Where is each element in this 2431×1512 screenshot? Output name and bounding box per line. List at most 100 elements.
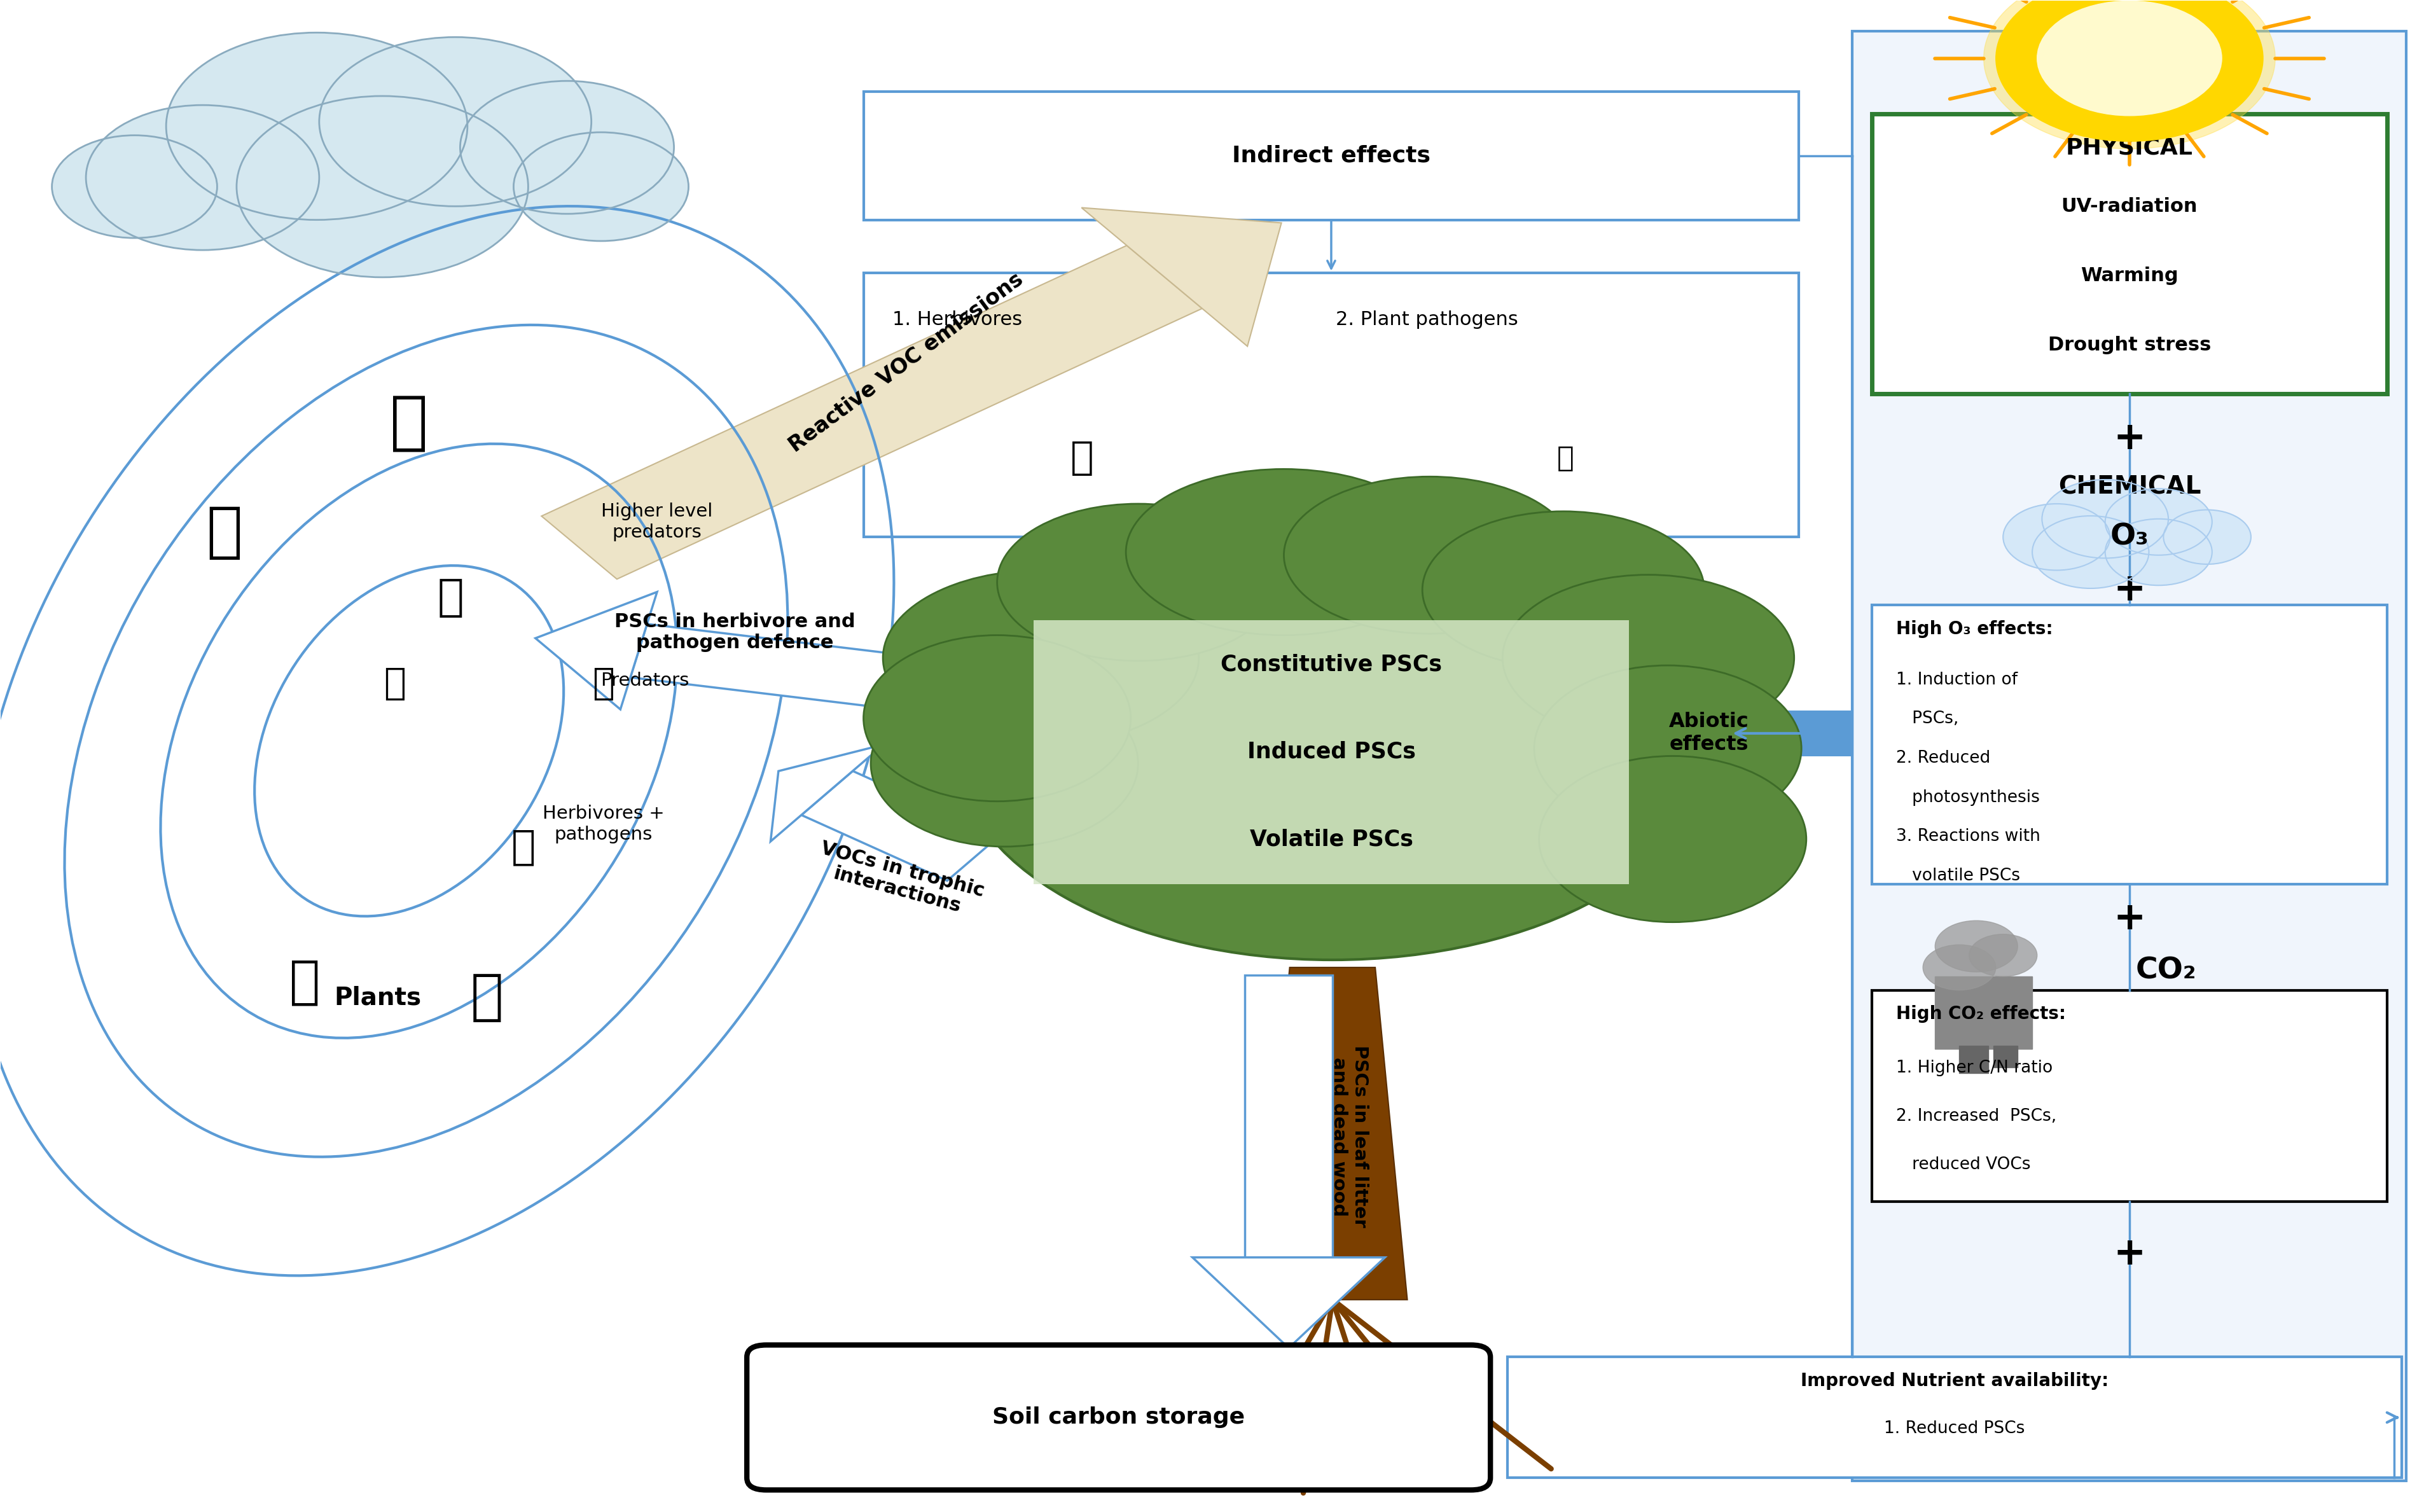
Ellipse shape bbox=[863, 635, 1130, 801]
Text: High CO₂ effects:: High CO₂ effects: bbox=[1896, 1005, 2066, 1024]
Text: O₃: O₃ bbox=[2110, 523, 2149, 552]
Polygon shape bbox=[1191, 1258, 1386, 1349]
Text: PSCs in leaf litter
and dead wood: PSCs in leaf litter and dead wood bbox=[1330, 1045, 1369, 1228]
Polygon shape bbox=[802, 771, 999, 880]
Polygon shape bbox=[1245, 975, 1332, 1258]
Text: Plants: Plants bbox=[333, 986, 421, 1010]
Ellipse shape bbox=[1534, 665, 1801, 832]
Text: CO₂: CO₂ bbox=[2134, 956, 2195, 984]
Ellipse shape bbox=[955, 537, 1709, 960]
Text: Soil carbon storage: Soil carbon storage bbox=[992, 1406, 1245, 1429]
Text: 🌳: 🌳 bbox=[469, 971, 503, 1024]
Bar bbox=[1959, 1046, 1989, 1074]
FancyBboxPatch shape bbox=[863, 272, 1799, 537]
Text: High O₃ effects:: High O₃ effects: bbox=[1896, 620, 2052, 638]
Text: 2. Plant pathogens: 2. Plant pathogens bbox=[1335, 310, 1517, 330]
FancyBboxPatch shape bbox=[1872, 990, 2387, 1202]
Polygon shape bbox=[1082, 207, 1281, 346]
Text: Warming: Warming bbox=[2081, 266, 2178, 286]
FancyBboxPatch shape bbox=[1033, 620, 1629, 885]
Polygon shape bbox=[535, 593, 656, 709]
Text: 1. Induction of: 1. Induction of bbox=[1896, 671, 2018, 688]
Text: 2. Increased  PSCs,: 2. Increased PSCs, bbox=[1896, 1108, 2057, 1125]
Circle shape bbox=[165, 33, 467, 219]
Text: PHYSICAL: PHYSICAL bbox=[2066, 136, 2193, 159]
Text: +: + bbox=[2113, 572, 2144, 609]
Ellipse shape bbox=[1126, 469, 1442, 635]
Circle shape bbox=[2105, 519, 2212, 585]
Text: Abiotic
effects: Abiotic effects bbox=[1668, 712, 1748, 754]
Circle shape bbox=[85, 106, 318, 249]
Text: volatile PSCs: volatile PSCs bbox=[1896, 868, 2020, 885]
Text: Induced PSCs: Induced PSCs bbox=[1247, 741, 1415, 762]
Ellipse shape bbox=[870, 680, 1138, 847]
Text: PSCs,: PSCs, bbox=[1896, 711, 1959, 727]
Text: PSCs in herbivore and
pathogen defence: PSCs in herbivore and pathogen defence bbox=[615, 612, 856, 652]
Circle shape bbox=[2037, 2, 2222, 115]
Text: +: + bbox=[2113, 420, 2144, 458]
Text: reduced VOCs: reduced VOCs bbox=[1896, 1157, 2030, 1173]
Circle shape bbox=[2032, 516, 2149, 588]
Text: UV-radiation: UV-radiation bbox=[2061, 197, 2198, 216]
Text: 1. Higher C/N ratio: 1. Higher C/N ratio bbox=[1896, 1060, 2052, 1077]
Circle shape bbox=[1984, 0, 2275, 148]
Circle shape bbox=[2042, 479, 2168, 558]
Ellipse shape bbox=[882, 570, 1198, 745]
Text: 🐦: 🐦 bbox=[207, 503, 243, 562]
FancyBboxPatch shape bbox=[1507, 1358, 2402, 1477]
Circle shape bbox=[2164, 510, 2251, 564]
Text: Predators: Predators bbox=[600, 671, 688, 689]
Text: Higher level
predators: Higher level predators bbox=[600, 502, 712, 541]
Bar bbox=[1935, 977, 2032, 1049]
Circle shape bbox=[1969, 934, 2037, 977]
Text: Improved Nutrient availability:: Improved Nutrient availability: bbox=[1799, 1373, 2108, 1390]
Text: Constitutive PSCs: Constitutive PSCs bbox=[1220, 653, 1442, 674]
FancyBboxPatch shape bbox=[1872, 113, 2387, 393]
Polygon shape bbox=[630, 624, 958, 715]
Circle shape bbox=[2003, 503, 2110, 570]
Text: 🦟: 🦟 bbox=[384, 665, 406, 702]
Circle shape bbox=[459, 82, 673, 213]
Text: Herbivores +
pathogens: Herbivores + pathogens bbox=[542, 804, 664, 844]
Circle shape bbox=[513, 132, 688, 240]
FancyBboxPatch shape bbox=[1852, 32, 2407, 1480]
Text: Biotic effects: Biotic effects bbox=[1259, 553, 1405, 572]
Text: 🐛: 🐛 bbox=[438, 576, 464, 618]
Circle shape bbox=[2105, 488, 2212, 555]
Bar bbox=[1993, 1046, 2018, 1067]
Text: 🐛: 🐛 bbox=[1070, 440, 1094, 478]
Text: Volatile PSCs: Volatile PSCs bbox=[1250, 829, 1412, 850]
Text: 🌿: 🌿 bbox=[1556, 445, 1573, 472]
Circle shape bbox=[1923, 945, 1996, 990]
Ellipse shape bbox=[1539, 756, 1806, 922]
Text: 1. Reduced PSCs: 1. Reduced PSCs bbox=[1884, 1420, 2025, 1436]
Polygon shape bbox=[1257, 968, 1408, 1300]
FancyBboxPatch shape bbox=[863, 92, 1799, 219]
FancyBboxPatch shape bbox=[746, 1346, 1490, 1489]
Text: VOCs in trophic
interactions: VOCs in trophic interactions bbox=[812, 839, 987, 921]
Polygon shape bbox=[771, 744, 882, 841]
Text: +: + bbox=[2113, 1235, 2144, 1273]
Polygon shape bbox=[542, 245, 1201, 579]
Circle shape bbox=[51, 135, 216, 237]
Text: Drought stress: Drought stress bbox=[2047, 336, 2210, 355]
Ellipse shape bbox=[1502, 575, 1794, 741]
Circle shape bbox=[318, 38, 591, 206]
Text: Reactive VOC emissions: Reactive VOC emissions bbox=[785, 269, 1026, 457]
Text: 🌳: 🌳 bbox=[289, 957, 321, 1007]
Text: 🐛: 🐛 bbox=[511, 827, 535, 866]
Text: 3. Reactions with: 3. Reactions with bbox=[1896, 829, 2040, 845]
Text: CHEMICAL: CHEMICAL bbox=[2057, 475, 2200, 499]
Text: photosynthesis: photosynthesis bbox=[1896, 789, 2040, 806]
Ellipse shape bbox=[1422, 511, 1704, 668]
Circle shape bbox=[236, 97, 528, 277]
Text: 🦋: 🦋 bbox=[389, 393, 428, 455]
Ellipse shape bbox=[1284, 476, 1575, 634]
Text: Indirect effects: Indirect effects bbox=[1233, 145, 1429, 166]
Text: 🐞: 🐞 bbox=[593, 665, 615, 702]
Polygon shape bbox=[1736, 683, 1765, 783]
Circle shape bbox=[1935, 921, 2018, 972]
Circle shape bbox=[1996, 0, 2263, 141]
Polygon shape bbox=[1765, 711, 1852, 756]
FancyBboxPatch shape bbox=[1872, 605, 2387, 885]
